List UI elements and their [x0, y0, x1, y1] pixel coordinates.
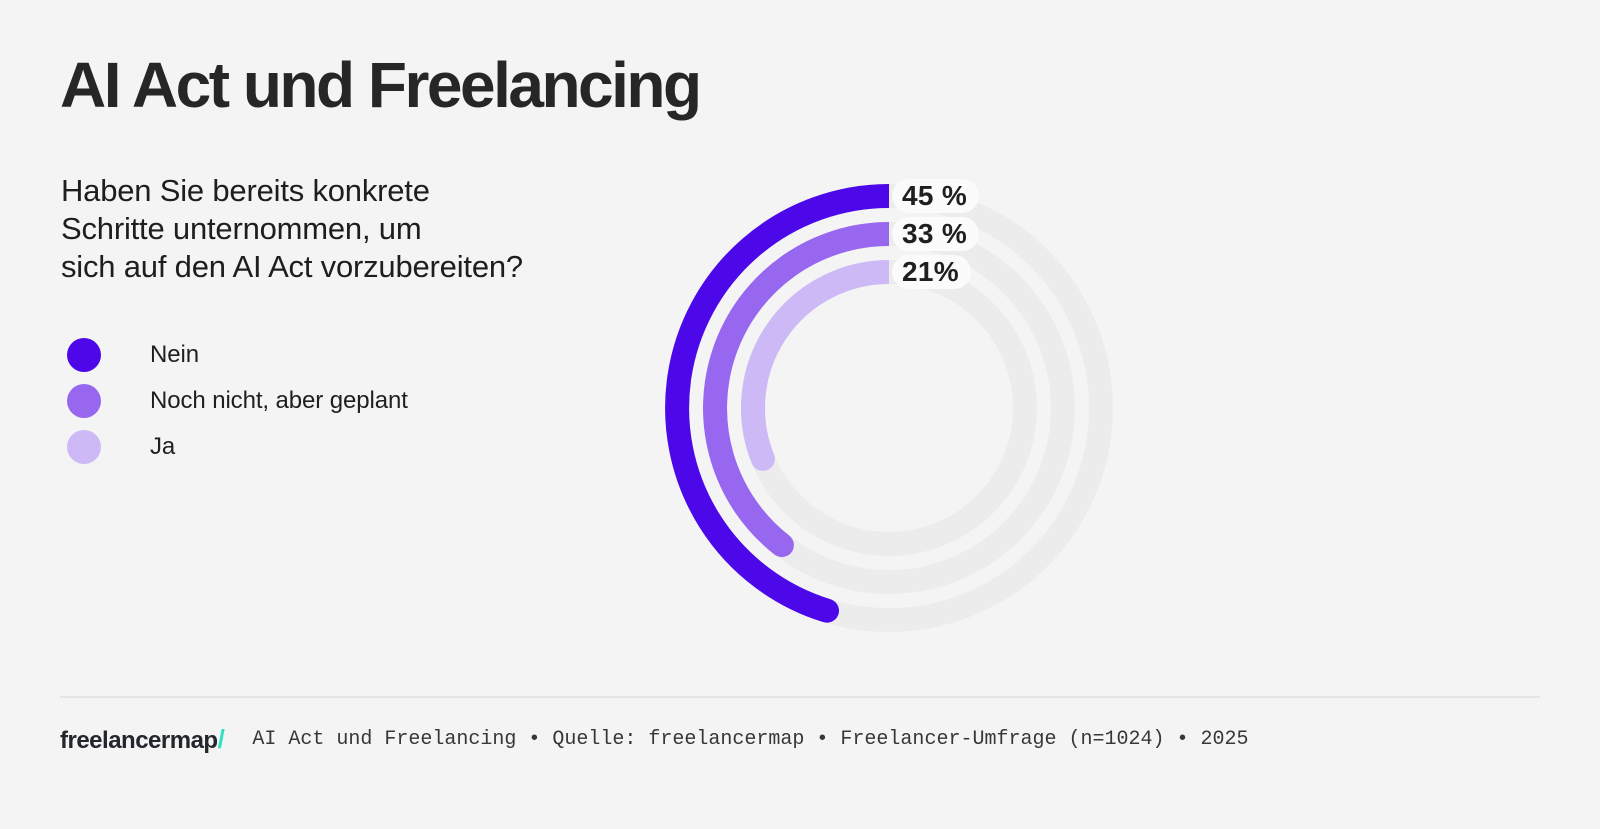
arc-end-cap-1	[815, 598, 839, 623]
value-arc-3	[741, 260, 890, 464]
chart-question: Haben Sie bereits konkrete Schritte unte…	[61, 172, 523, 286]
footer-divider	[60, 696, 1540, 698]
legend-label-noch-nicht: Noch nicht, aber geplant	[150, 387, 408, 414]
value-arc-1	[665, 184, 890, 623]
footer: freelancermap/ AI Act und Freelancing • …	[60, 724, 1560, 755]
source-text: AI Act und Freelancing • Quelle: freelan…	[252, 728, 1249, 751]
question-line-1: Haben Sie bereits konkrete	[61, 173, 430, 208]
legend-item-noch-nicht: Noch nicht, aber geplant	[67, 384, 408, 418]
legend-dot-nein	[67, 338, 101, 372]
percent-label-3: 21%	[892, 255, 971, 289]
legend-dot-noch-nicht	[67, 384, 101, 418]
radial-chart-svg	[665, 184, 1113, 632]
question-line-2: Schritte unternommen, um	[61, 211, 422, 246]
legend-label-nein: Nein	[150, 341, 199, 368]
value-arc-2	[703, 222, 890, 555]
percent-label-2: 33 %	[892, 217, 980, 251]
logo-text: freelancermap	[60, 727, 218, 754]
percent-label-1: 45 %	[892, 179, 980, 213]
legend-dot-ja	[67, 430, 101, 464]
legend-item-nein: Nein	[67, 338, 408, 372]
legend-label-ja: Ja	[150, 433, 176, 460]
legend-item-ja: Ja	[67, 430, 408, 464]
page-title: AI Act und Freelancing	[60, 49, 702, 121]
logo-slash-icon: /	[217, 724, 225, 754]
arc-end-cap-3	[750, 446, 775, 471]
radial-chart: 45 % 33 % 21%	[609, 128, 1169, 688]
question-line-3: sich auf den AI Act vorzubereiten?	[61, 249, 523, 284]
arc-end-cap-2	[769, 533, 794, 558]
chart-legend: Nein Noch nicht, aber geplant Ja	[67, 338, 408, 476]
freelancermap-logo: freelancermap/	[60, 724, 225, 755]
